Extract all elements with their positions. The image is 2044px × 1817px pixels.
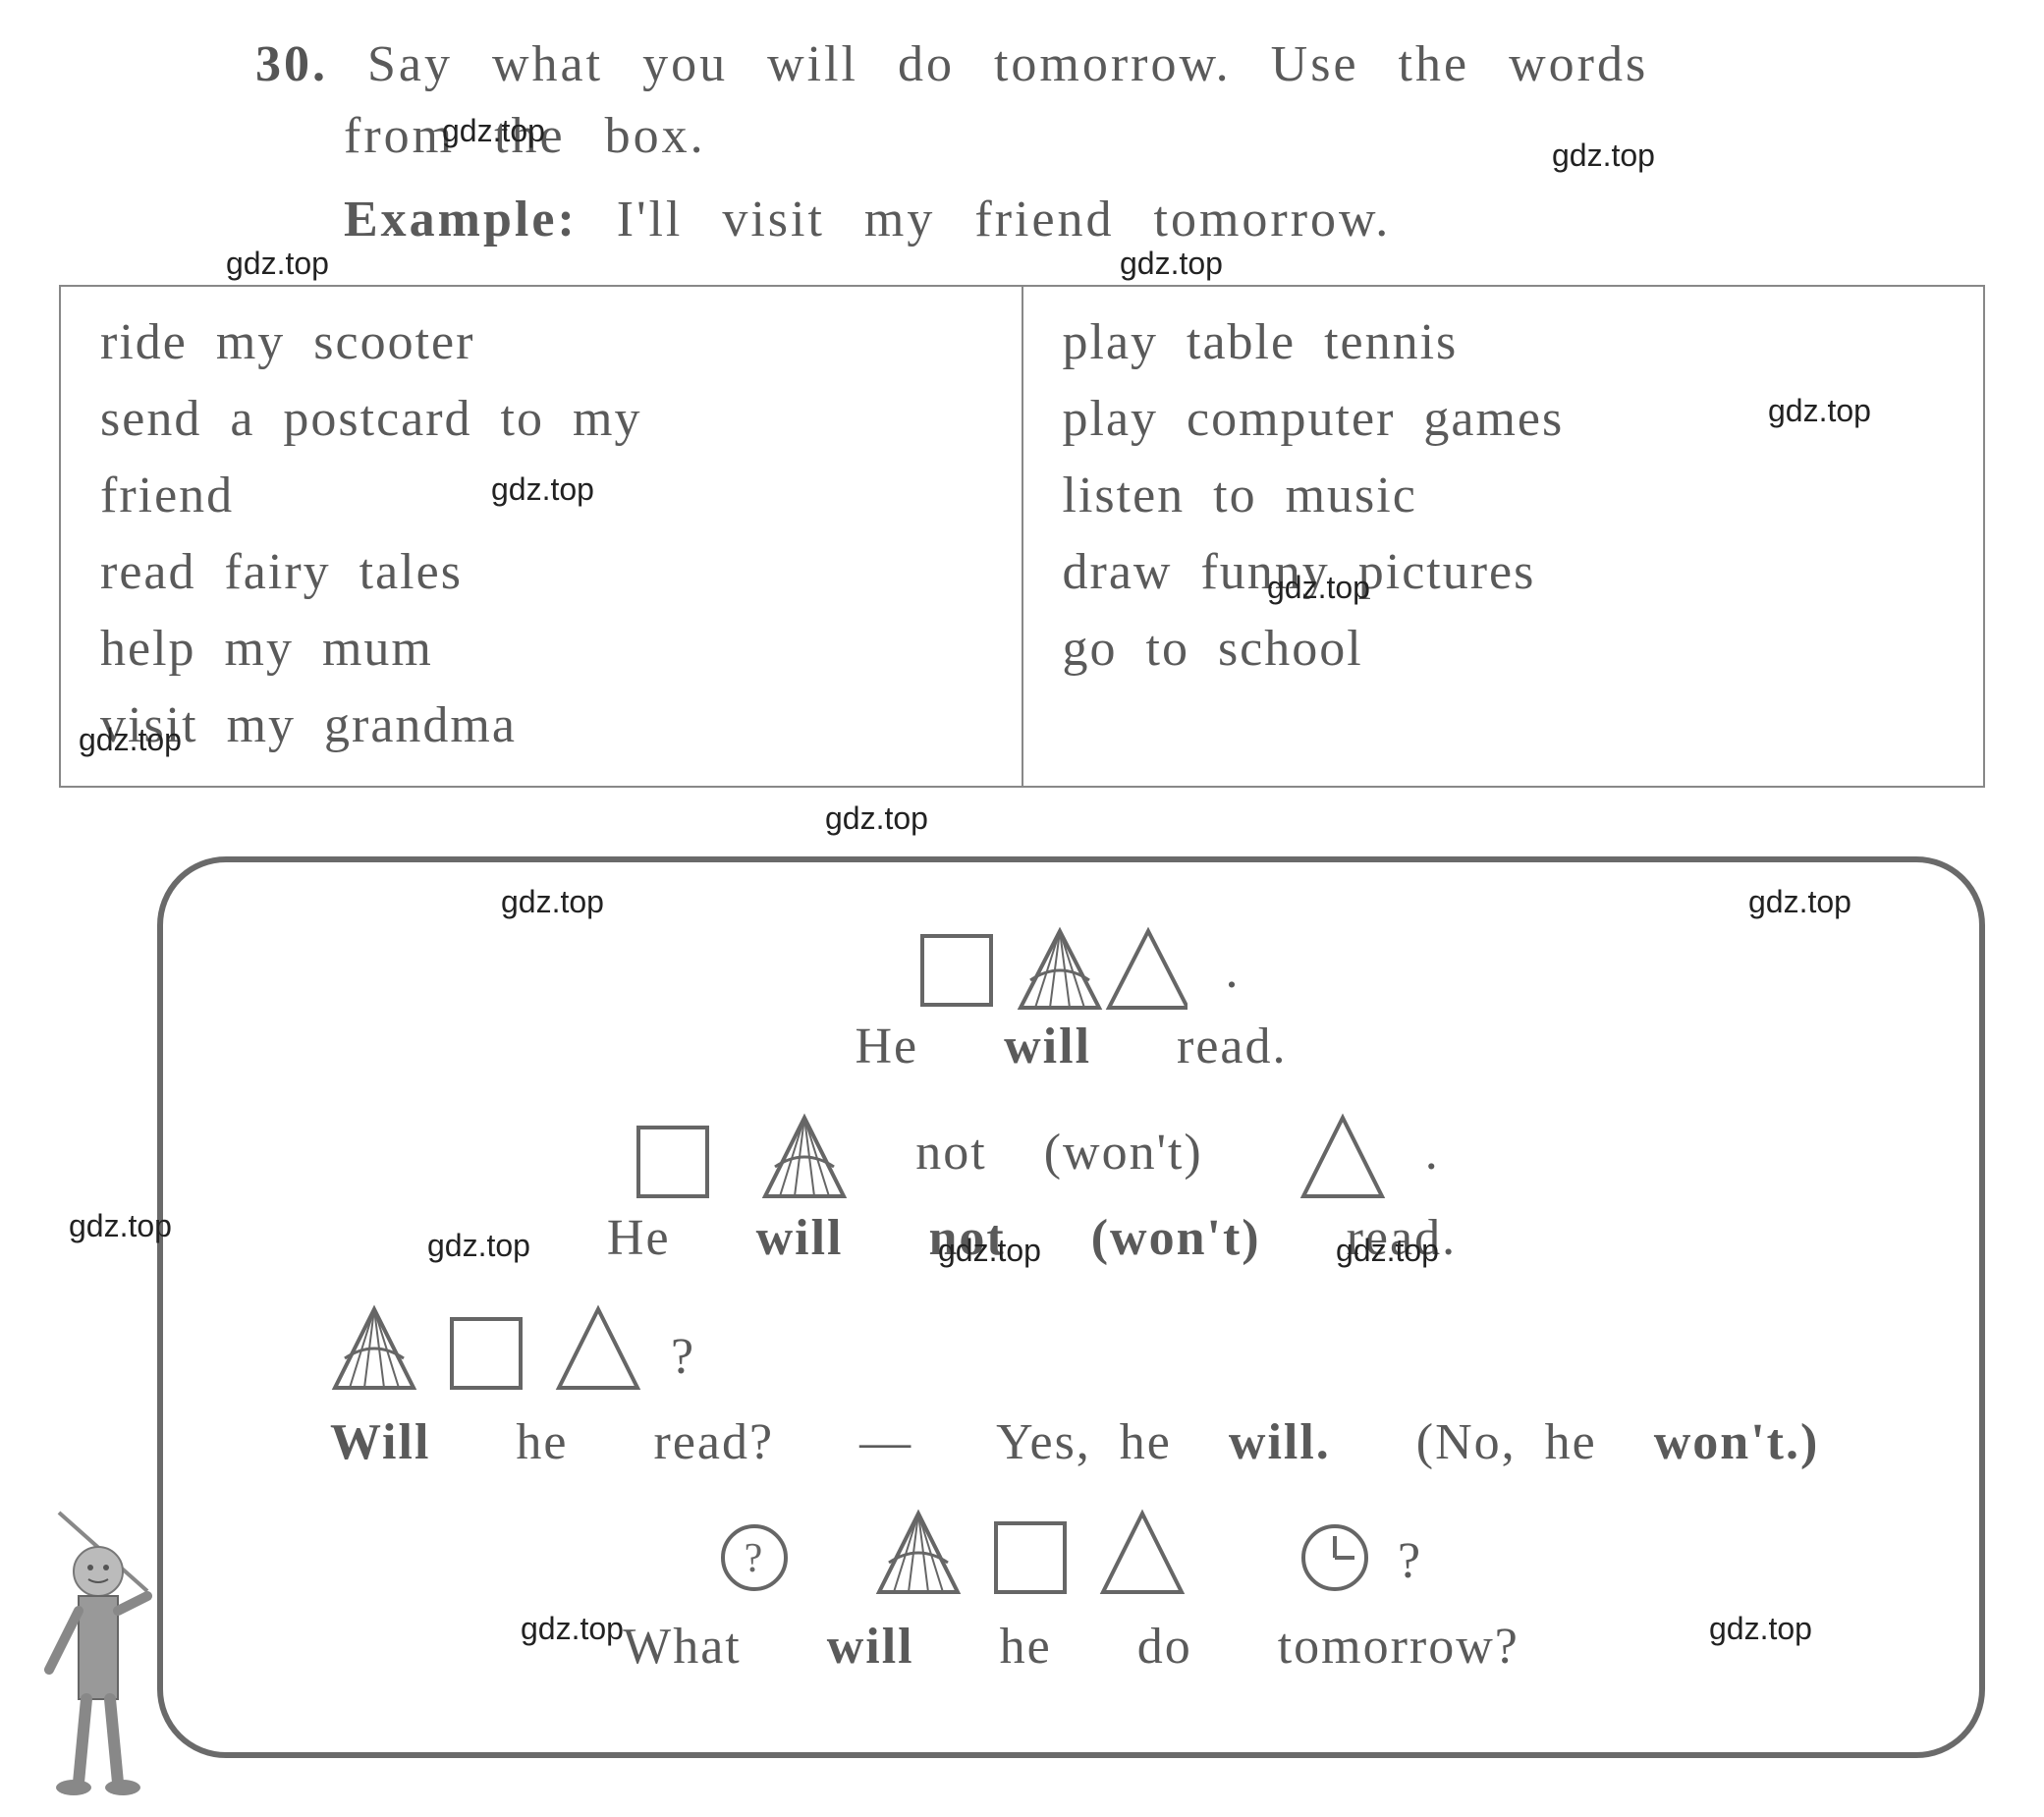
triangle-icon	[1298, 1113, 1387, 1201]
dash: —	[859, 1414, 912, 1470]
exercise-number: 30.	[255, 36, 328, 92]
word-item: go to school	[1063, 611, 1945, 688]
symbol-line: . He will read.	[855, 921, 1287, 1075]
word-read: read.	[1177, 1019, 1287, 1074]
example-line: Example: I'll visit my friend tomorrow.	[344, 185, 1985, 256]
svg-text:?: ?	[745, 1536, 765, 1581]
word-will: will	[1004, 1019, 1091, 1074]
instruction-text-1: Say what you will do tomorrow. Use the w…	[367, 36, 1648, 92]
word-item: listen to music	[1063, 458, 1945, 534]
triangle-icon	[554, 1304, 642, 1393]
grammar-row-affirmative: . He will read.	[242, 921, 1901, 1075]
word-item: visit my grandma	[100, 688, 982, 764]
word-do: do	[1137, 1619, 1192, 1675]
word-he: he	[1000, 1619, 1052, 1675]
page-root: gdz.top gdz.top gdz.top gdz.top gdz.top …	[0, 0, 2044, 1817]
word-item: help my mum	[100, 611, 982, 688]
circle-question-icon: ?	[720, 1509, 789, 1597]
word-he: he	[516, 1414, 568, 1470]
word-item: read fairy tales	[100, 534, 982, 611]
striped-triangle-icon	[760, 1113, 849, 1201]
word-item: friend	[100, 458, 982, 534]
instruction-line-2: from the box.	[344, 101, 1985, 173]
word-will: will	[827, 1619, 914, 1675]
word-will: Will	[330, 1414, 430, 1470]
instruction-line-1: 30. Say what you will do tomorrow. Use t…	[255, 29, 1985, 101]
circle-clock-icon	[1300, 1509, 1369, 1597]
grammar-row-wh-question: ? ?	[242, 1509, 1901, 1676]
word-item: play computer games	[1063, 381, 1945, 458]
word-item: send a postcard to my	[100, 381, 982, 458]
watermark: gdz.top	[825, 800, 928, 837]
grammar-row-question: ? Will he read? — Yes, he will. (No, he …	[242, 1304, 1901, 1471]
word-read: read?	[654, 1414, 775, 1470]
word-he: He	[607, 1210, 671, 1266]
word-will: will	[756, 1210, 844, 1266]
word-will2: will.	[1229, 1414, 1331, 1470]
example-text: I'll visit my friend tomorrow.	[617, 192, 1391, 248]
word-tomorrow: tomorrow?	[1278, 1619, 1519, 1675]
striped-triangle-icon	[874, 1509, 963, 1597]
word-what: What	[623, 1619, 742, 1675]
word-item: draw funny pictures	[1063, 534, 1945, 611]
word-box-left: ride my scooter send a postcard to my fr…	[61, 287, 1023, 786]
word-yes: Yes, he	[996, 1414, 1172, 1470]
word-no: (No, he	[1416, 1414, 1597, 1470]
grammar-box: . He will read.	[157, 856, 1985, 1758]
triangle-icon	[1098, 1509, 1187, 1597]
word-he: He	[855, 1019, 918, 1074]
square-icon	[912, 921, 1188, 1010]
square-icon	[634, 1113, 712, 1201]
example-label: Example:	[344, 192, 578, 248]
word-item: ride my scooter	[100, 304, 982, 381]
teacher-icon	[29, 1503, 177, 1797]
symbol-line: not (won't) . He will not (won't) read.	[607, 1113, 1457, 1267]
instruction-block: 30. Say what you will do tomorrow. Use t…	[255, 29, 1985, 255]
striped-triangle-icon	[330, 1304, 418, 1393]
word-box: ride my scooter send a postcard to my fr…	[59, 285, 1985, 788]
square-icon	[447, 1304, 525, 1393]
word-read: read.	[1347, 1210, 1457, 1266]
square-icon	[991, 1509, 1070, 1597]
word-box-right: play table tennis play computer games li…	[1023, 287, 1984, 786]
grammar-row-negative: not (won't) . He will not (won't) read.	[242, 1113, 1901, 1267]
word-wont2: won't.)	[1654, 1414, 1820, 1470]
word-wont: (won't)	[1091, 1210, 1261, 1266]
word-item: play table tennis	[1063, 304, 1945, 381]
word-not: not	[928, 1210, 1005, 1266]
